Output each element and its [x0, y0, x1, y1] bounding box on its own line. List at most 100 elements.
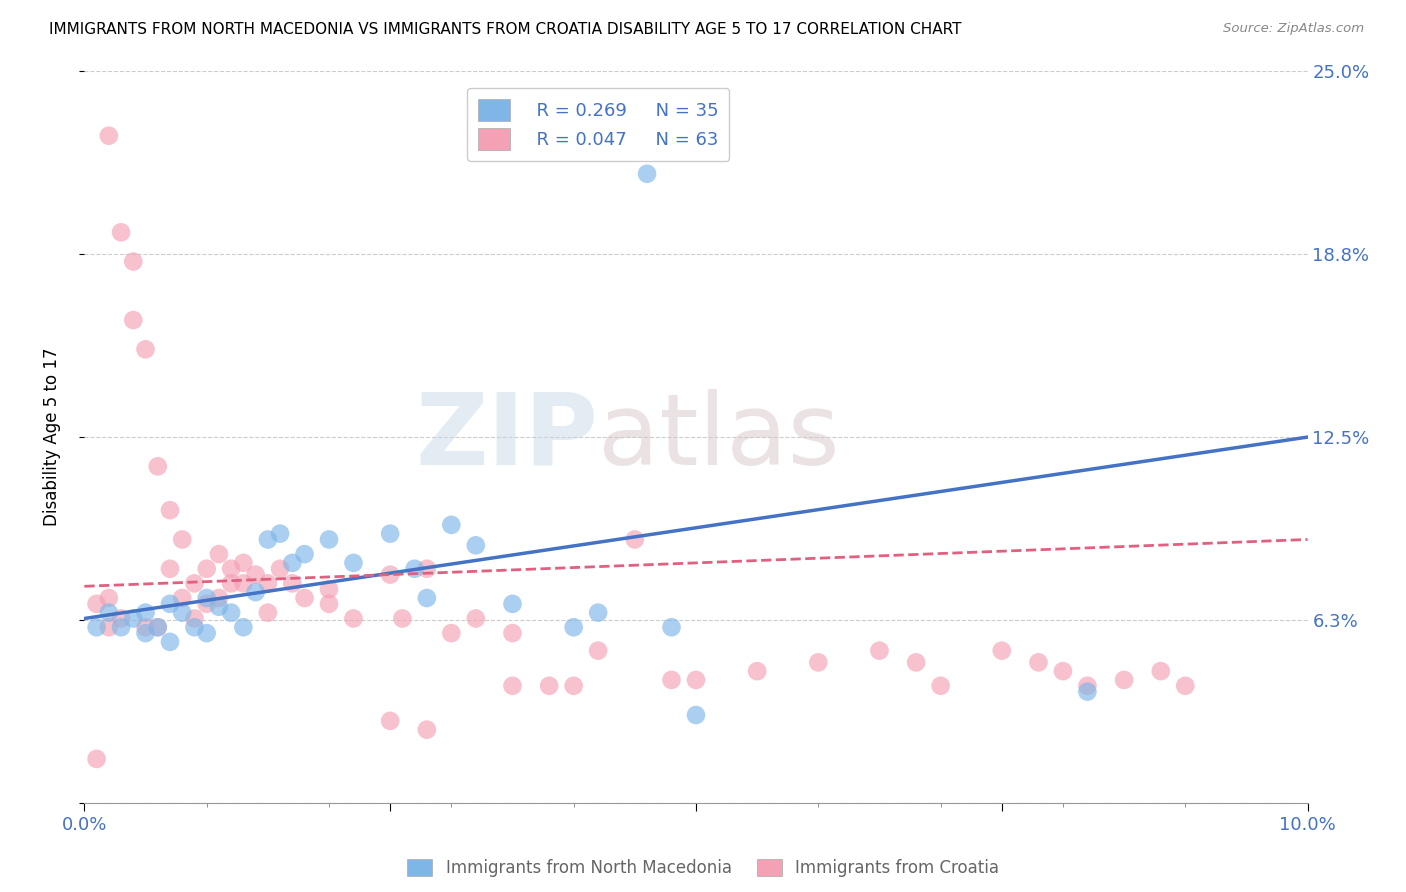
- Point: [135, 606, 157, 620]
- Point: [440, 626, 463, 640]
- Text: IMMIGRANTS FROM NORTH MACEDONIA VS IMMIGRANTS FROM CROATIA DISABILITY AGE 5 TO 1: IMMIGRANTS FROM NORTH MACEDONIA VS IMMIG…: [49, 22, 962, 37]
- Point: [97, 128, 120, 143]
- Point: [586, 643, 609, 657]
- Point: [195, 562, 218, 576]
- Point: [172, 606, 194, 620]
- Point: [232, 576, 254, 591]
- Point: [416, 723, 439, 737]
- Point: [269, 526, 291, 541]
- Point: [110, 620, 132, 634]
- Point: [538, 679, 561, 693]
- Point: [245, 585, 267, 599]
- Point: [661, 620, 683, 634]
- Point: [208, 547, 231, 561]
- Point: [219, 562, 242, 576]
- Point: [636, 167, 658, 181]
- Point: [183, 620, 205, 634]
- Point: [1052, 664, 1074, 678]
- Point: [183, 611, 205, 625]
- Point: [440, 517, 463, 532]
- Point: [159, 562, 181, 576]
- Point: [342, 611, 364, 625]
- Point: [159, 597, 181, 611]
- Point: [342, 556, 364, 570]
- Point: [86, 597, 108, 611]
- Point: [232, 556, 254, 570]
- Point: [391, 611, 413, 625]
- Point: [97, 591, 120, 605]
- Point: [562, 620, 585, 634]
- Point: [110, 225, 132, 239]
- Point: [1076, 684, 1098, 698]
- Point: [1174, 679, 1197, 693]
- Point: [1028, 656, 1050, 670]
- Point: [195, 597, 218, 611]
- Point: [86, 620, 108, 634]
- Point: [97, 620, 120, 634]
- Point: [146, 620, 169, 634]
- Point: [135, 620, 157, 634]
- Point: [195, 626, 218, 640]
- Point: [416, 591, 439, 605]
- Point: [464, 611, 486, 625]
- Point: [122, 313, 145, 327]
- Point: [159, 503, 181, 517]
- Point: [747, 664, 769, 678]
- Legend:   R = 0.269     N = 35,   R = 0.047     N = 63: R = 0.269 N = 35, R = 0.047 N = 63: [467, 87, 730, 161]
- Point: [318, 597, 340, 611]
- Point: [502, 626, 524, 640]
- Point: [929, 679, 952, 693]
- Point: [294, 547, 316, 561]
- Text: ZIP: ZIP: [415, 389, 598, 485]
- Point: [318, 533, 340, 547]
- Point: [685, 708, 707, 723]
- Point: [146, 459, 169, 474]
- Point: [135, 626, 157, 640]
- Point: [464, 538, 486, 552]
- Point: [1076, 679, 1098, 693]
- Point: [172, 533, 194, 547]
- Point: [404, 562, 426, 576]
- Point: [281, 556, 304, 570]
- Point: [86, 752, 108, 766]
- Point: [380, 526, 402, 541]
- Point: [1150, 664, 1173, 678]
- Point: [208, 591, 231, 605]
- Point: [416, 562, 439, 576]
- Legend: Immigrants from North Macedonia, Immigrants from Croatia: Immigrants from North Macedonia, Immigra…: [401, 852, 1005, 884]
- Point: [208, 599, 231, 614]
- Point: [281, 576, 304, 591]
- Point: [257, 606, 280, 620]
- Point: [245, 567, 267, 582]
- Point: [380, 567, 402, 582]
- Point: [991, 643, 1014, 657]
- Point: [195, 591, 218, 605]
- Point: [661, 673, 683, 687]
- Point: [502, 679, 524, 693]
- Point: [502, 597, 524, 611]
- Point: [172, 591, 194, 605]
- Point: [586, 606, 609, 620]
- Point: [257, 533, 280, 547]
- Point: [905, 656, 928, 670]
- Y-axis label: Disability Age 5 to 17: Disability Age 5 to 17: [42, 348, 60, 526]
- Point: [269, 562, 291, 576]
- Point: [318, 582, 340, 597]
- Point: [183, 576, 205, 591]
- Point: [380, 714, 402, 728]
- Point: [624, 533, 647, 547]
- Point: [122, 611, 145, 625]
- Point: [257, 576, 280, 591]
- Point: [135, 343, 157, 357]
- Point: [1114, 673, 1136, 687]
- Point: [685, 673, 707, 687]
- Point: [159, 635, 181, 649]
- Text: atlas: atlas: [598, 389, 839, 485]
- Point: [219, 606, 242, 620]
- Point: [122, 254, 145, 268]
- Point: [110, 611, 132, 625]
- Point: [562, 679, 585, 693]
- Point: [232, 620, 254, 634]
- Point: [869, 643, 891, 657]
- Text: Source: ZipAtlas.com: Source: ZipAtlas.com: [1223, 22, 1364, 36]
